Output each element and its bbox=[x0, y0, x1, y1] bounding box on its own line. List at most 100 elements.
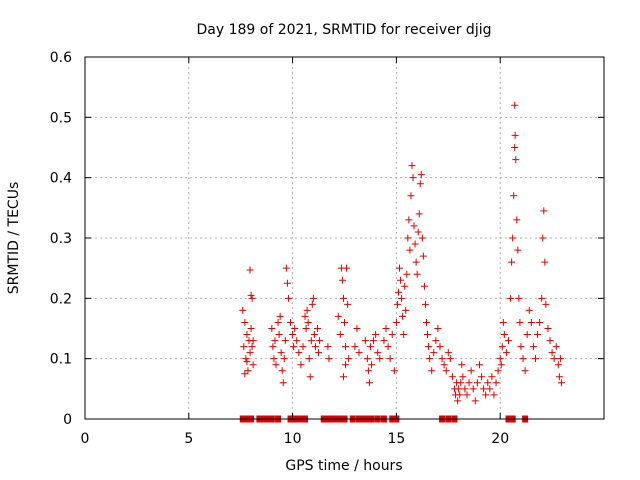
data-point bbox=[365, 379, 373, 387]
data-point bbox=[509, 234, 517, 242]
data-point bbox=[538, 294, 546, 302]
data-point bbox=[400, 331, 408, 339]
y-tick-label: 0.3 bbox=[50, 231, 72, 247]
data-point bbox=[432, 337, 440, 345]
data-point bbox=[246, 349, 254, 357]
x-axis-ticks: 0 5 10 15 20 bbox=[81, 57, 509, 447]
data-point bbox=[339, 373, 347, 381]
data-point bbox=[367, 361, 375, 369]
x-tick-label: 0 bbox=[81, 431, 90, 447]
data-point bbox=[370, 337, 378, 345]
data-point bbox=[244, 367, 252, 375]
data-point bbox=[297, 361, 305, 369]
data-point bbox=[304, 318, 312, 326]
data-point bbox=[454, 397, 462, 405]
data-point bbox=[475, 361, 483, 369]
data-point bbox=[405, 216, 413, 224]
data-point bbox=[488, 373, 496, 381]
data-point bbox=[283, 279, 291, 287]
data-point bbox=[278, 367, 286, 375]
data-point bbox=[386, 355, 394, 363]
data-point bbox=[248, 294, 256, 302]
data-point bbox=[492, 379, 500, 387]
data-point bbox=[342, 343, 350, 351]
data-point bbox=[529, 343, 537, 351]
data-point bbox=[541, 258, 549, 266]
data-point bbox=[499, 318, 507, 326]
y-tick-label: 0.6 bbox=[50, 50, 72, 66]
data-point bbox=[413, 270, 421, 278]
data-point bbox=[281, 337, 289, 345]
data-point bbox=[469, 385, 477, 393]
data-point bbox=[412, 258, 420, 266]
data-point bbox=[277, 349, 285, 357]
data-point bbox=[417, 171, 425, 179]
data-point bbox=[308, 300, 316, 308]
data-point bbox=[243, 358, 251, 366]
data-point bbox=[324, 343, 332, 351]
data-point bbox=[480, 385, 488, 393]
data-point bbox=[366, 343, 374, 351]
data-point bbox=[401, 282, 409, 290]
data-point bbox=[502, 349, 510, 357]
data-point bbox=[546, 337, 554, 345]
data-point bbox=[302, 325, 310, 332]
data-point bbox=[364, 367, 372, 375]
y-tick-label: 0.1 bbox=[50, 352, 72, 368]
data-point bbox=[248, 343, 256, 351]
x-tick-label: 10 bbox=[284, 431, 302, 447]
data-point bbox=[500, 331, 508, 339]
data-point bbox=[498, 343, 506, 351]
data-point bbox=[282, 264, 290, 272]
data-point bbox=[274, 318, 282, 326]
data-point bbox=[414, 228, 422, 236]
grid-lines bbox=[85, 57, 604, 419]
data-point bbox=[249, 361, 257, 369]
data-point bbox=[521, 367, 529, 375]
data-point bbox=[306, 373, 314, 381]
data-point bbox=[403, 270, 411, 278]
data-point bbox=[309, 294, 317, 302]
data-point bbox=[388, 331, 396, 339]
x-tick-label: 15 bbox=[387, 431, 405, 447]
data-point bbox=[416, 180, 424, 188]
data-point bbox=[303, 306, 311, 314]
data-point bbox=[404, 234, 412, 242]
y-tick-label: 0 bbox=[63, 412, 72, 428]
data-point bbox=[374, 349, 382, 357]
data-point bbox=[242, 355, 250, 363]
data-point bbox=[444, 349, 452, 357]
data-point bbox=[490, 391, 498, 399]
data-point bbox=[473, 379, 481, 387]
data-point bbox=[510, 192, 518, 200]
data-point bbox=[436, 343, 444, 351]
data-point bbox=[284, 294, 292, 302]
data-point bbox=[540, 207, 548, 215]
data-point bbox=[355, 349, 363, 357]
data-point bbox=[407, 192, 415, 200]
data-point bbox=[336, 331, 344, 339]
data-point bbox=[307, 337, 315, 345]
data-point bbox=[399, 312, 407, 320]
data-point bbox=[310, 331, 318, 339]
data-point bbox=[299, 343, 307, 351]
data-point bbox=[289, 331, 297, 339]
data-point bbox=[272, 361, 280, 369]
data-point bbox=[415, 210, 423, 218]
data-points bbox=[239, 101, 565, 405]
y-tick-label: 0.2 bbox=[50, 291, 72, 307]
data-point bbox=[434, 325, 442, 332]
data-point bbox=[418, 234, 426, 242]
data-point bbox=[523, 331, 531, 339]
x-tick-label: 20 bbox=[491, 431, 509, 447]
data-point bbox=[511, 131, 519, 139]
data-point bbox=[393, 300, 401, 308]
data-point bbox=[557, 379, 565, 387]
data-point bbox=[372, 331, 380, 339]
data-point bbox=[246, 266, 254, 274]
data-point bbox=[390, 367, 398, 375]
data-point bbox=[351, 343, 359, 351]
data-point bbox=[241, 318, 249, 326]
data-point bbox=[494, 367, 502, 375]
data-point bbox=[430, 349, 438, 357]
